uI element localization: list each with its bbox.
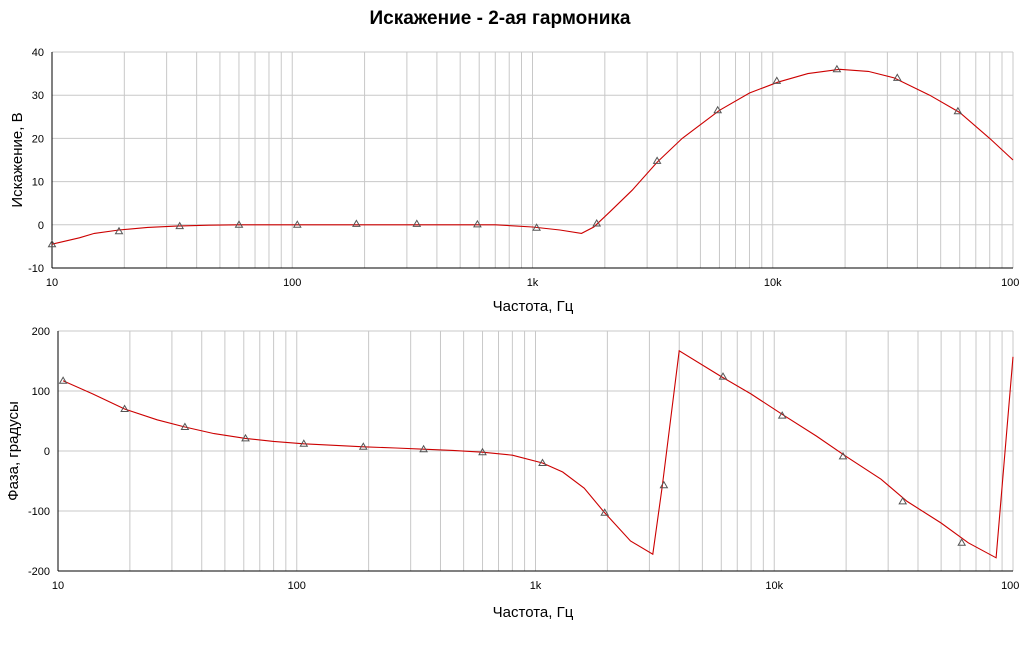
x-tick-label: 100k [1001,277,1020,289]
y-tick-label: -100 [28,506,50,518]
data-point-marker [600,508,610,516]
x-tick-label: 10k [765,580,783,592]
plot-top: -10 0 10 20 30 40 10 100 1k 10k 100k Частота, Гц Иск… [9,47,1020,315]
data-point-marker [473,219,482,228]
data-point-marker [953,106,963,115]
data-point-marker [652,156,662,164]
data-point-marker [234,220,244,228]
data-point-marker [538,458,547,466]
data-point-marker [892,73,902,81]
data-point-marker [180,422,190,430]
data-point-marker [299,439,309,447]
data-point-marker [592,219,602,227]
y-tick-label: 0 [44,446,50,458]
x-axis-label: Частота, Гц [493,604,574,621]
y-axis-label: Искажение, В [9,112,26,207]
data-point-marker [478,447,487,456]
data-point-marker [713,105,723,114]
data-point-marker [772,76,782,84]
series-line [62,349,1014,559]
y-tick-label: 0 [38,220,44,232]
y-tick-label: 100 [32,386,50,398]
data-point-marker [898,496,908,505]
data-point-marker [47,239,57,248]
data-point-marker [412,219,422,227]
x-tick-label: 1k [527,277,539,289]
y-tick-label: 30 [32,90,44,102]
data-point-marker [358,442,368,450]
y-tick-label: 20 [32,133,44,145]
y-tick-label: 40 [32,47,44,59]
data-point-marker [832,64,842,73]
data-point-marker [120,404,129,412]
x-tick-label: 10k [764,277,782,289]
y-tick-label: -200 [28,566,50,578]
data-point-marker [419,444,428,453]
data-point-marker [777,411,787,419]
data-point-marker [957,538,967,546]
series-line [51,68,1014,245]
data-point-marker [718,372,728,380]
x-tick-label: 10 [52,580,64,592]
data-point-marker [241,433,250,442]
plot-bottom: -200 -100 0 100 200 10 100 1k 10k 100k Частота, Гц… [5,326,1020,621]
data-point-marker [292,220,302,228]
data-point-marker [58,376,68,384]
x-tick-label: 100 [288,580,306,592]
data-point-marker [659,480,669,489]
y-tick-label: 10 [32,177,44,189]
y-axis-label: Фаза, градусы [5,401,22,501]
data-point-marker [175,221,185,230]
x-tick-label: 100 [283,277,301,289]
data-point-marker [352,219,361,227]
data-point-marker [838,451,848,460]
x-tick-label: 100k [1001,580,1020,592]
x-axis-label: Частота, Гц [493,298,574,315]
chart-title: Искажение - 2-ая гармоника [369,8,631,29]
x-tick-label: 10 [46,277,58,289]
data-point-marker [114,226,124,235]
data-point-marker [532,223,541,231]
y-tick-label: -10 [28,263,44,275]
y-tick-label: 200 [32,326,50,338]
x-tick-label: 1k [530,580,542,592]
